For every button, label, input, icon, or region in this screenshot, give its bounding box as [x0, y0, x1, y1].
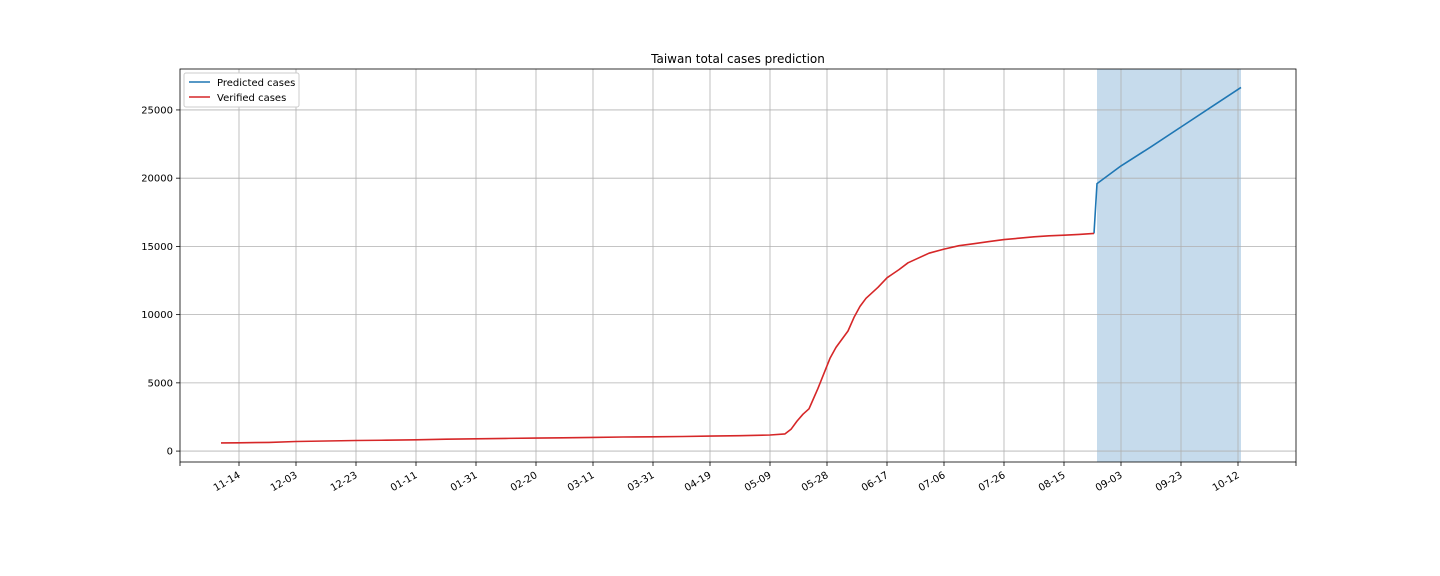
legend-label-verified: Verified cases — [217, 93, 286, 104]
y-tick-label: 20000 — [141, 174, 173, 185]
plot-area: 11-14 12-03 12-23 01-11 01-31 02-20 03-11 03-31… — [141, 68, 1297, 494]
axes-frame — [179, 68, 1297, 463]
series-line-predicted — [1093, 86, 1242, 234]
prediction-shaded-region — [1097, 69, 1241, 462]
legend: Predicted cases Verified cases — [183, 72, 300, 108]
legend-box — [183, 72, 300, 108]
y-tick-label: 10000 — [141, 310, 173, 321]
series-line-verified — [220, 232, 1095, 444]
chart-title: Taiwan total cases prediction — [650, 52, 825, 66]
legend-label-predicted: Predicted cases — [217, 78, 295, 89]
y-tick-label: 5000 — [148, 378, 173, 389]
y-tick-label: 25000 — [141, 105, 173, 116]
y-tick-label: 0 — [167, 447, 173, 458]
y-tick-label: 15000 — [141, 242, 173, 253]
